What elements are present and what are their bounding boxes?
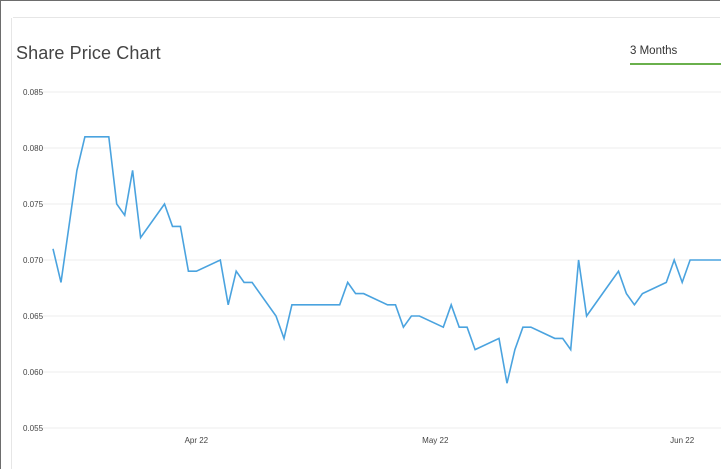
y-tick-label: 0.075 [23,200,44,209]
y-tick-label: 0.070 [23,256,44,265]
y-tick-label: 0.085 [23,88,44,97]
x-tick-label: May 22 [422,436,449,445]
y-tick-label: 0.080 [23,144,44,153]
x-tick-label: Apr 22 [185,436,209,445]
y-tick-label: 0.055 [23,424,44,433]
x-tick-label: Jun 22 [670,436,695,445]
y-tick-label: 0.065 [23,312,44,321]
y-tick-label: 0.060 [23,368,44,377]
